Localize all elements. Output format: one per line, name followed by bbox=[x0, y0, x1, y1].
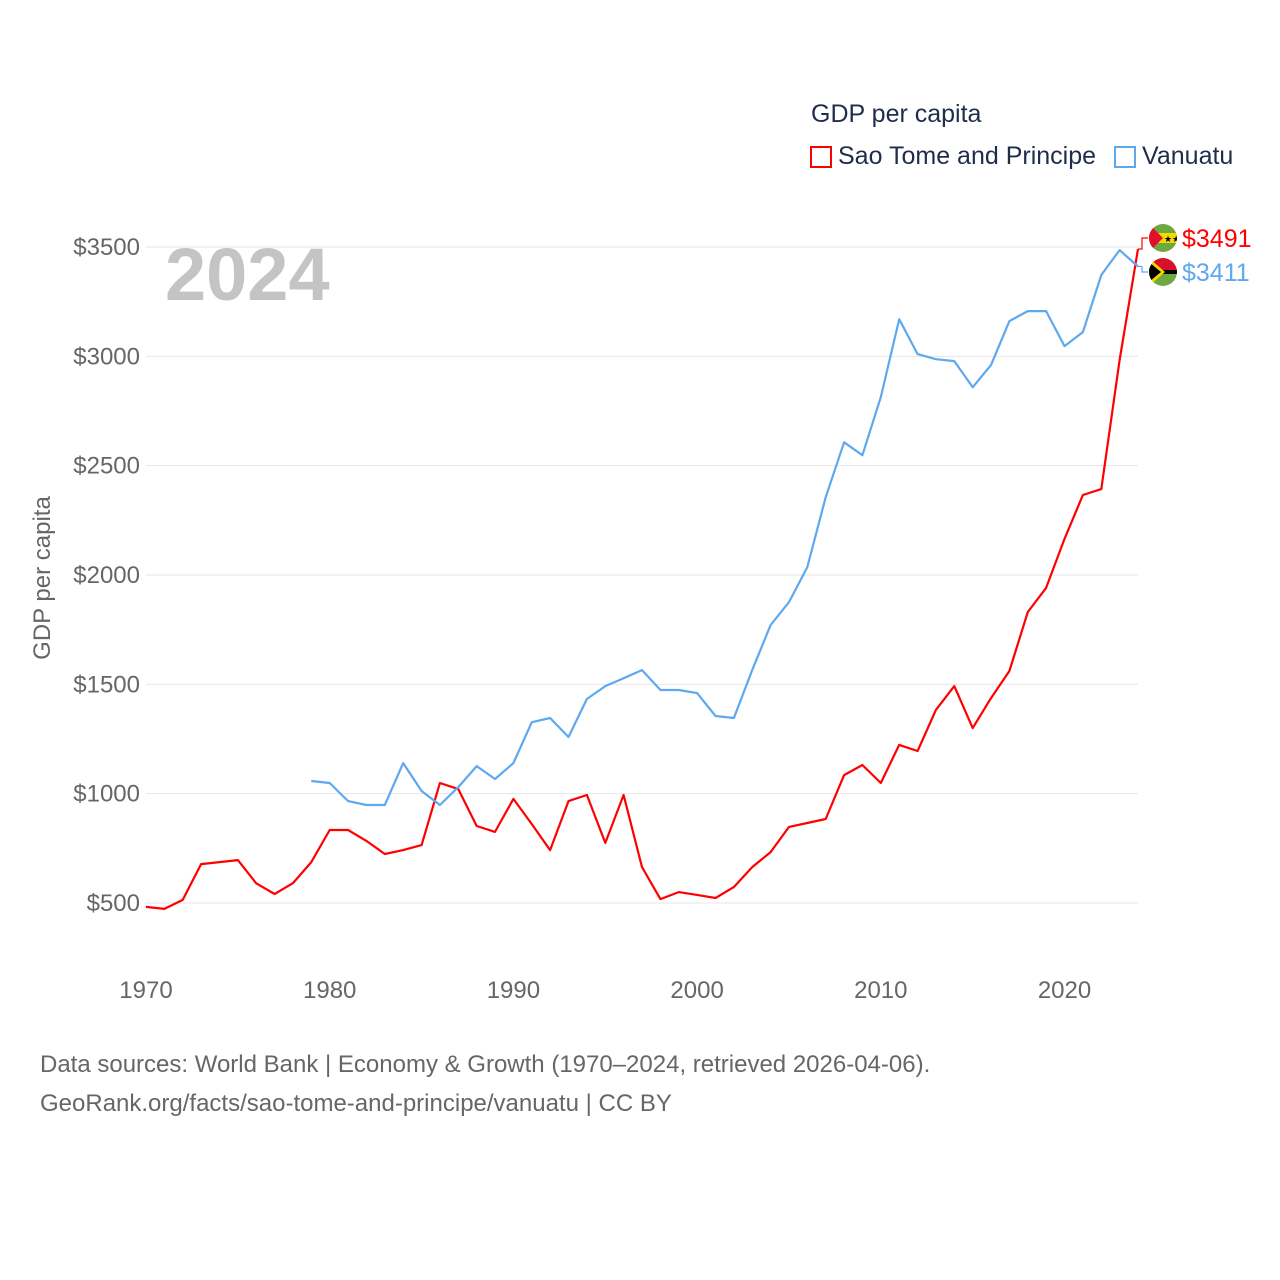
legend: Sao Tome and Principe Vanuatu bbox=[810, 142, 1233, 171]
legend-label: Sao Tome and Principe bbox=[838, 142, 1097, 170]
series-line-sao-tome-and-principe bbox=[145, 248, 1140, 911]
leader-line bbox=[1138, 237, 1148, 250]
flag-black-triangle bbox=[1149, 262, 1161, 282]
y-tick-label: $3500 bbox=[73, 234, 140, 261]
end-value-label: $3411 bbox=[1182, 259, 1250, 287]
legend-title: GDP per capita bbox=[811, 100, 982, 128]
series-lines bbox=[145, 248, 1140, 911]
flag-red-triangle bbox=[1149, 224, 1163, 252]
x-tick-label: 2020 bbox=[1038, 977, 1091, 1004]
end-value-label: $3491 bbox=[1182, 225, 1252, 253]
y-tick-label: $1500 bbox=[73, 671, 140, 698]
legend-item-sao-tome[interactable]: Sao Tome and Principe bbox=[810, 142, 1096, 171]
legend-item-vanuatu[interactable]: Vanuatu bbox=[1114, 142, 1233, 171]
legend-swatch-sao-tome bbox=[810, 145, 832, 168]
y-axis-label: GDP per capita bbox=[29, 496, 56, 660]
vanuatu-flag-icon bbox=[1149, 258, 1177, 286]
x-tick-label: 1980 bbox=[303, 977, 356, 1004]
flag-body bbox=[1149, 258, 1177, 286]
data-sources: Data sources: World Bank | Economy & Gro… bbox=[40, 1051, 931, 1078]
y-tick-label: $2500 bbox=[73, 453, 140, 480]
grid: $500 $1000 $1500 $2000 $2500 $3000 $3500 1970 19… bbox=[73, 234, 1138, 1004]
x-tick-label: 1970 bbox=[119, 977, 172, 1004]
year-watermark: 2024 bbox=[165, 233, 330, 316]
legend-swatch-vanuatu bbox=[1114, 145, 1137, 168]
leader-line bbox=[1138, 265, 1148, 273]
flag-stars: ★★ bbox=[1164, 234, 1180, 244]
flag-body: ★★ bbox=[1149, 224, 1180, 252]
series-line-vanuatu bbox=[311, 249, 1139, 807]
source-link[interactable]: GeoRank.org/facts/sao-tome-and-principe/… bbox=[40, 1090, 672, 1117]
end-labels: ★★ $3491 $3411 bbox=[1138, 224, 1252, 287]
sao-tome-flag-icon: ★★ bbox=[1149, 224, 1180, 252]
footer: Data sources: World Bank | Economy & Gro… bbox=[40, 1045, 930, 1123]
legend-label: Vanuatu bbox=[1142, 142, 1234, 170]
y-tick-label: $500 bbox=[87, 890, 140, 917]
y-tick-label: $1000 bbox=[73, 781, 140, 808]
y-tick-label: $3000 bbox=[73, 343, 140, 370]
x-tick-label: 2010 bbox=[854, 977, 907, 1004]
x-tick-label: 1990 bbox=[487, 977, 540, 1004]
x-tick-label: 2000 bbox=[670, 977, 723, 1004]
y-tick-label: $2000 bbox=[73, 562, 140, 589]
